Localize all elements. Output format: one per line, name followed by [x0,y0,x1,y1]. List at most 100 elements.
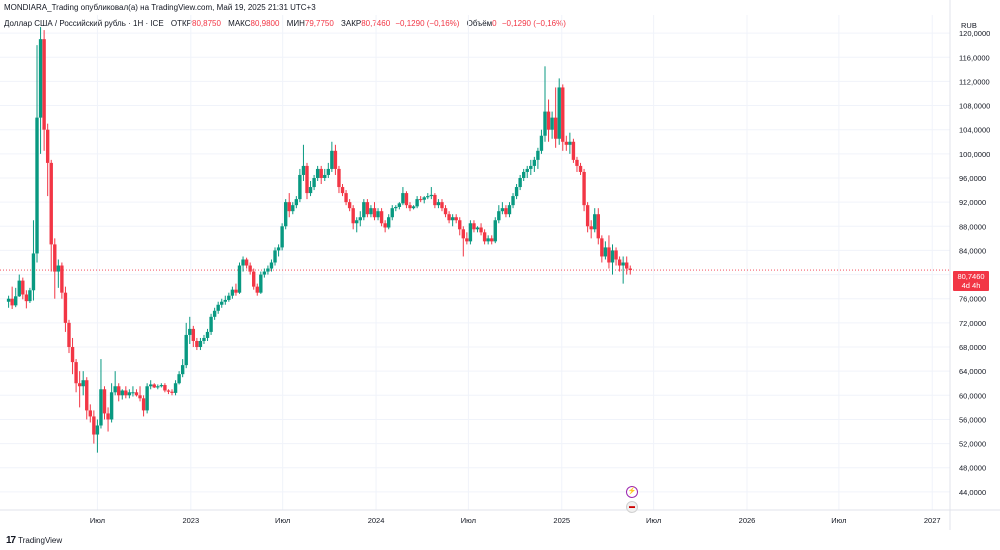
candle-body [369,208,373,215]
currency-label[interactable]: RUB [961,21,977,30]
symbol-title[interactable]: Доллар США / Российский рубль · 1Н · ICE [4,19,164,28]
y-tick-label: 104,0000 [959,126,990,135]
candle-body [486,238,490,242]
candle-body [106,413,110,420]
candle-body [315,168,320,178]
candle-body [568,141,572,145]
candle-body [298,174,302,200]
published-caption: MONDIARA_Trading опубликовал(а) на Tradi… [4,3,316,12]
candle-body [550,117,554,130]
candle-body [262,271,267,275]
candle-body [600,238,604,257]
candle-body [74,362,78,384]
candle-body [379,211,384,224]
candle-body [521,171,526,178]
candle-body [607,247,611,263]
candle-body [45,129,50,163]
candle-body [436,202,441,206]
candle-body [227,295,231,300]
candle-body [145,386,149,411]
candle-body [180,365,185,375]
tradingview-logo-icon[interactable]: 17 [6,535,16,546]
candle-body [212,310,217,317]
candle-body [333,150,338,169]
candle-body [291,205,295,212]
last-price-tag: 80,7460 4d 4h [953,271,989,291]
x-tick-label: Июл [90,516,105,525]
candle-body [10,298,14,306]
candle-body [575,159,579,166]
candle-body [564,141,569,145]
candle-body [99,389,103,426]
candle-body [433,194,437,206]
candle-body [525,168,529,172]
candle-body [603,247,608,257]
brand-name[interactable]: TradingView [18,536,63,545]
lightning-icon[interactable]: ⚡ [626,486,638,498]
x-tick-label: 2024 [368,516,385,525]
y-tick-label: 44,0000 [959,488,986,497]
candle-body [358,217,362,221]
candle-body [365,202,370,215]
candle-body [127,392,132,396]
y-tick-label: 60,0000 [959,391,986,400]
candle-body [241,259,245,266]
candle-body [546,111,551,130]
candle-body [131,392,135,394]
candle-body [408,205,412,209]
candle-body [468,223,473,242]
candle-body [475,227,480,230]
candle-body [518,177,522,188]
candle-body [152,384,156,388]
candle-body [617,259,622,266]
candle-body [120,390,124,396]
candle-body [355,220,359,224]
candle-body [536,150,540,160]
x-tick-label: Июл [275,516,290,525]
candle-body [372,208,377,218]
y-tick-label: 120,0000 [959,29,990,38]
candle-body [465,238,469,242]
candle-body [230,289,235,296]
candle-body [173,383,178,393]
y-tick-label: 56,0000 [959,415,986,424]
y-tick-label: 112,0000 [959,77,990,86]
candle-body [557,87,561,139]
candle-body [159,385,164,387]
high-label: МАКС [228,19,251,28]
x-tick-label: 2023 [182,516,199,525]
candle-body [447,214,451,221]
candle-body [188,328,192,335]
candle-body [113,386,117,393]
y-tick-label: 72,0000 [959,319,986,328]
candle-body [454,217,458,221]
bar-countdown: 4d 4h [961,281,981,290]
candle-body [390,208,394,218]
y-tick-label: 88,0000 [959,222,986,231]
candle-body [561,87,565,142]
candle-body [507,205,512,215]
candle-body [60,265,64,293]
candle-body [461,229,465,239]
candle-body [593,214,597,230]
candle-body [614,250,618,260]
us-flag-icon[interactable]: ▬ [626,501,638,513]
candle-body [134,392,139,396]
candle-body [269,262,274,269]
candle-body [209,316,213,332]
candle-body [362,202,366,218]
candle-body [344,193,348,203]
low-label: МИН [286,19,305,28]
candle-body [308,187,313,194]
candle-body [340,187,345,194]
open-value: 80,8750 [192,19,221,28]
candle-body [422,197,426,200]
candle-body [312,177,316,188]
open-label: ОТКР [170,19,193,28]
candle-body [418,199,423,201]
candle-body [124,390,128,396]
candle-body [138,395,142,399]
candle-body [394,206,398,209]
candle-body [14,296,18,306]
